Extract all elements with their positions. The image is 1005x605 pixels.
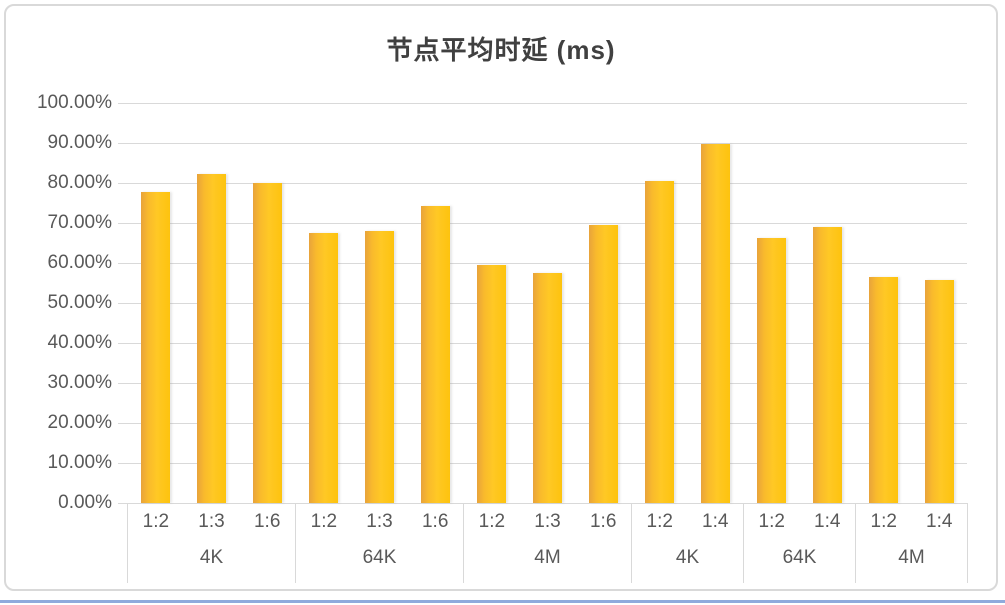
x-axis-group-label: 4M bbox=[898, 547, 925, 568]
x-axis-subcategory-label: 1:4 bbox=[926, 510, 953, 532]
y-axis-tick-label: 40.00% bbox=[47, 332, 112, 353]
x-axis-group: 1:2 1:4 4M bbox=[855, 503, 967, 583]
gridline bbox=[118, 262, 967, 264]
x-axis-group-label: 4K bbox=[199, 547, 224, 568]
bar bbox=[700, 143, 730, 503]
y-axis-tick-label: 100.00% bbox=[36, 92, 112, 113]
x-axis-group: 1:2 1:4 4K bbox=[631, 503, 743, 583]
x-axis-group-label: 4K bbox=[675, 547, 700, 568]
x-axis: 1:2 1:3 1:6 4K 1:2 1:3 1:6 64K 1:2 1:3 1:6 4M 1:2 1:4… bbox=[127, 503, 968, 583]
bar bbox=[924, 280, 954, 503]
x-axis-subcategory-label: 1:3 bbox=[534, 510, 561, 532]
bar bbox=[196, 174, 226, 503]
bar bbox=[476, 265, 506, 503]
x-axis-subcategory-label: 1:6 bbox=[253, 510, 281, 532]
x-axis-right-edge bbox=[967, 503, 968, 583]
bar bbox=[420, 206, 450, 503]
window-bottom-edge-line bbox=[0, 600, 1005, 603]
x-axis-subcategory-label: 1:2 bbox=[870, 510, 897, 532]
x-axis-subcategory-label: 1:6 bbox=[589, 510, 617, 532]
y-axis-tick-label: 90.00% bbox=[47, 132, 112, 153]
x-axis-group-label: 4M bbox=[534, 547, 561, 568]
x-axis-group: 1:2 1:3 1:6 64K bbox=[295, 503, 463, 583]
chart-title: 节点平均时延 (ms) bbox=[386, 35, 616, 65]
y-axis-tick-label: 20.00% bbox=[47, 412, 112, 433]
y-axis-tick-label: 50.00% bbox=[47, 292, 112, 313]
y-axis-tick-label: 70.00% bbox=[47, 212, 112, 233]
x-axis-subcategory-label: 1:2 bbox=[310, 510, 338, 532]
y-axis-tick-label: 10.00% bbox=[47, 452, 112, 473]
gridline bbox=[118, 142, 967, 144]
gridline bbox=[118, 502, 967, 504]
bar bbox=[308, 233, 338, 503]
x-axis-group: 1:2 1:4 64K bbox=[743, 503, 855, 583]
bar bbox=[644, 181, 674, 503]
bar bbox=[252, 183, 282, 503]
gridline bbox=[118, 222, 967, 224]
x-axis-subcategory-label: 1:4 bbox=[814, 510, 841, 532]
x-axis-group-label: 64K bbox=[782, 547, 817, 568]
x-axis-subcategory-label: 1:2 bbox=[142, 510, 170, 532]
x-axis-subcategory-label: 1:3 bbox=[366, 510, 393, 532]
x-axis-subcategory-label: 1:4 bbox=[702, 510, 729, 532]
x-axis-subcategory-label: 1:2 bbox=[478, 510, 506, 532]
x-axis-group: 1:2 1:3 1:6 4K bbox=[127, 503, 295, 583]
bar bbox=[756, 237, 786, 503]
x-axis-subcategory-label: 1:6 bbox=[421, 510, 449, 532]
y-axis-tick-label: 0.00% bbox=[58, 492, 112, 513]
bar bbox=[868, 277, 898, 503]
y-axis-tick-label: 60.00% bbox=[47, 252, 112, 273]
plot-area: 1:2 1:3 1:6 4K 1:2 1:3 1:6 64K 1:2 1:3 1:6 4M 1:2 1:4… bbox=[37, 93, 968, 583]
gridline bbox=[118, 182, 967, 184]
bar bbox=[588, 225, 618, 503]
bar bbox=[140, 191, 170, 503]
bar bbox=[532, 273, 562, 503]
gridline bbox=[118, 102, 967, 104]
x-axis-subcategory-label: 1:2 bbox=[646, 510, 673, 532]
x-axis-subcategory-label: 1:3 bbox=[198, 510, 225, 532]
y-axis-tick-label: 80.00% bbox=[47, 172, 112, 193]
x-axis-group-label: 64K bbox=[362, 547, 397, 568]
x-axis-group: 1:2 1:3 1:6 4M bbox=[463, 503, 631, 583]
bar bbox=[812, 227, 842, 503]
bar bbox=[364, 231, 394, 503]
x-axis-subcategory-label: 1:2 bbox=[758, 510, 785, 532]
y-axis-tick-label: 30.00% bbox=[47, 372, 112, 393]
